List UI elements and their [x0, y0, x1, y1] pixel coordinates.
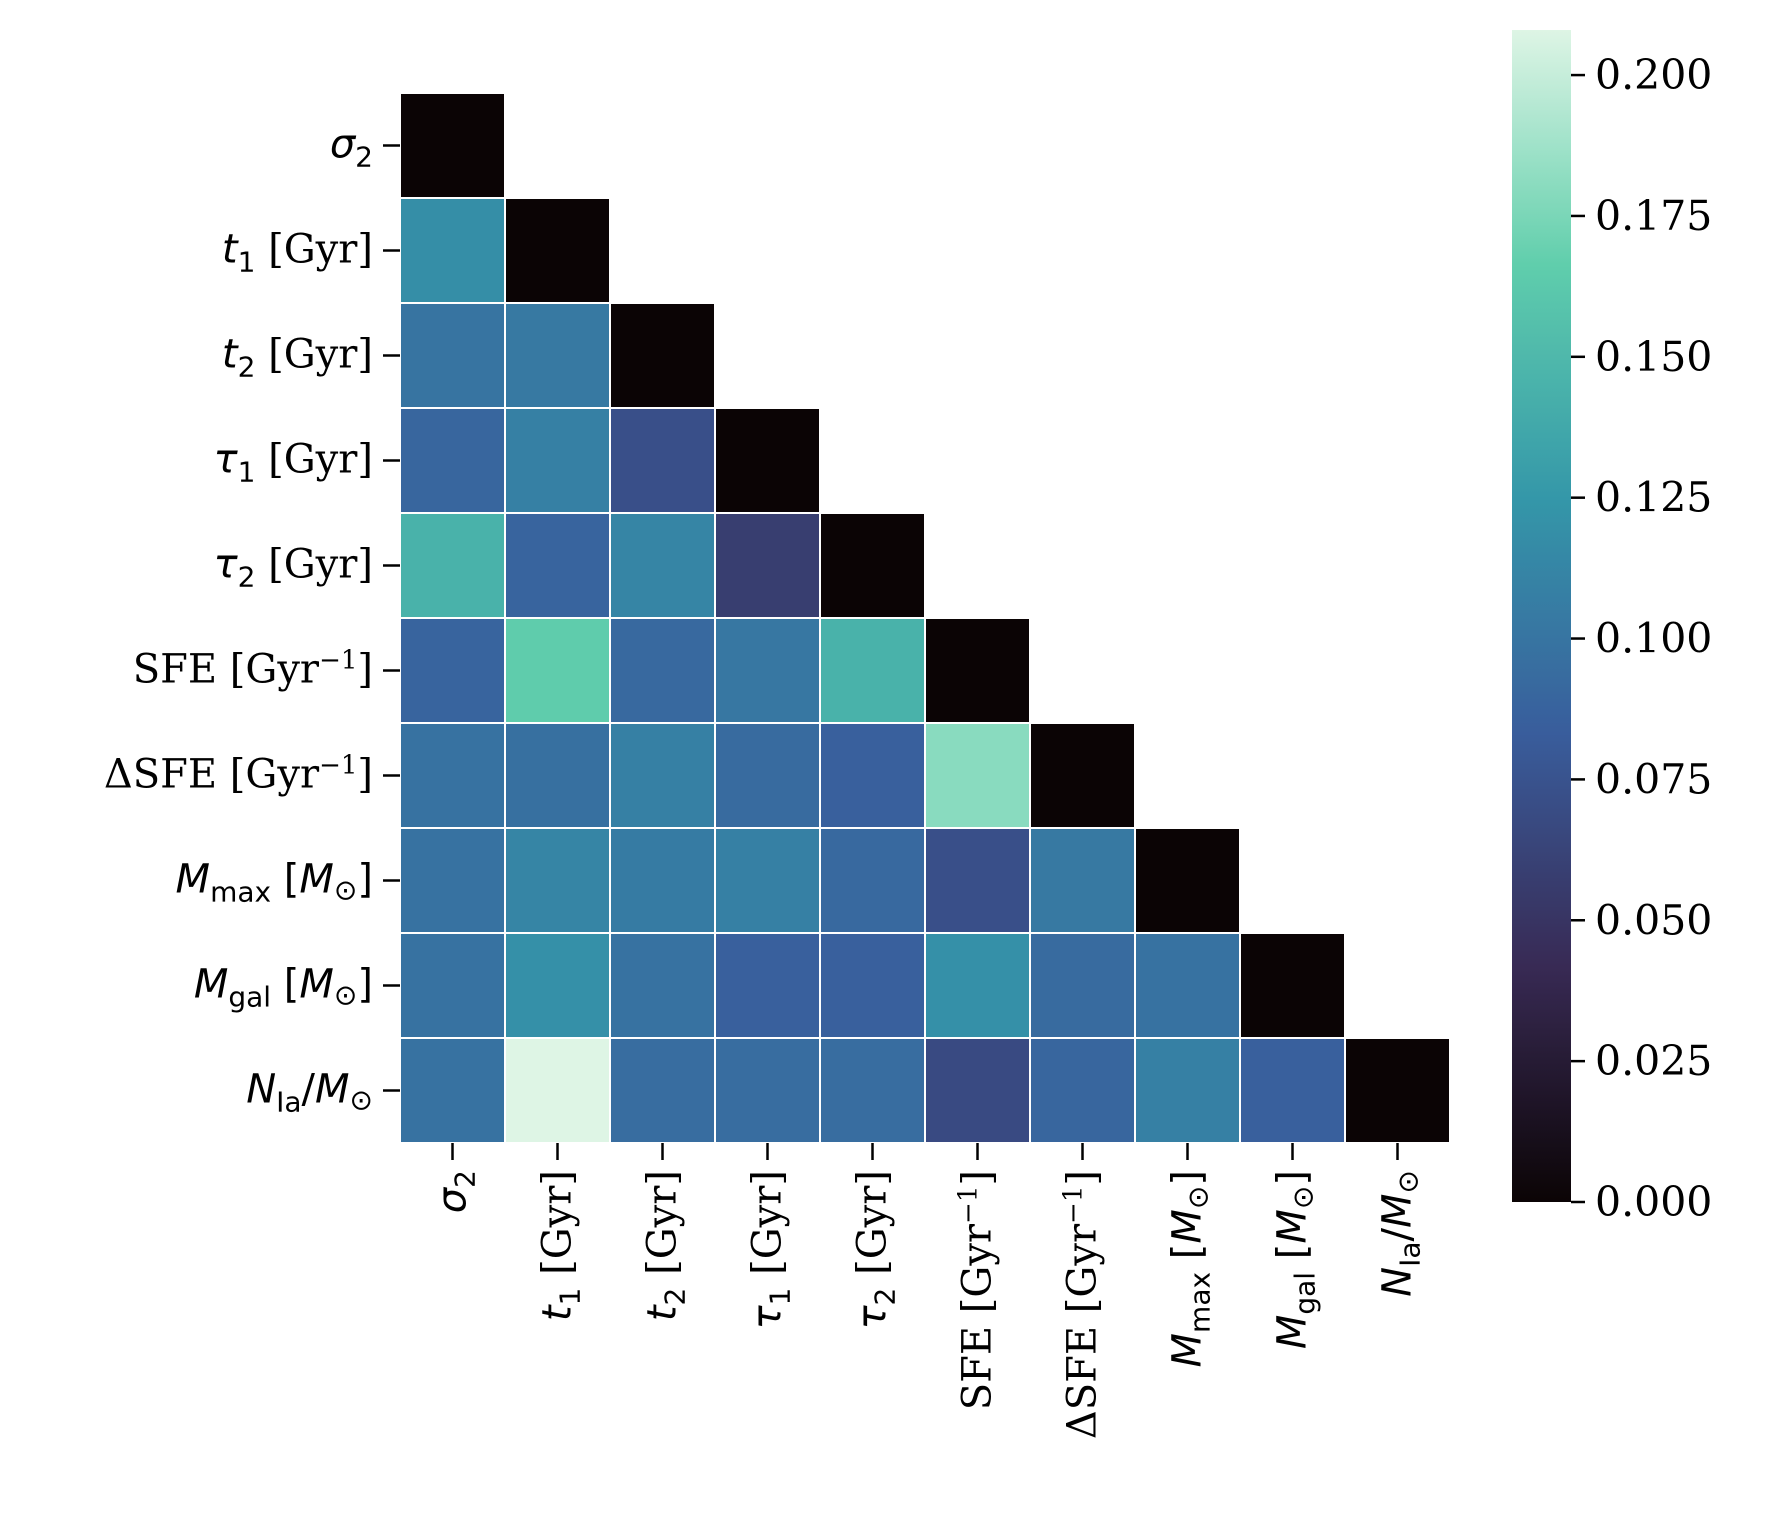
heatmap-cell-6-6 — [1029, 722, 1136, 829]
heatmap-cell-3-3 — [714, 407, 821, 514]
y-tick-label: Mgal [M⊙] — [194, 962, 373, 1014]
heatmap-cell-9-4 — [819, 1037, 926, 1144]
y-tick-label: Mmax [M⊙] — [176, 857, 373, 909]
heatmap-cell-7-4 — [819, 827, 926, 934]
heatmap-cell-8-8 — [1239, 932, 1346, 1039]
y-tick-label: NIa/M⊙ — [246, 1067, 373, 1119]
heatmap-cell-6-5 — [924, 722, 1031, 829]
heatmap-cell-4-3 — [714, 512, 821, 619]
heatmap-cell-9-0 — [399, 1037, 506, 1144]
heatmap-cell-4-1 — [504, 512, 611, 619]
heatmap-cell-8-3 — [714, 932, 821, 1039]
x-tick-label: SFE [Gyr−1] — [954, 1170, 1001, 1410]
heatmap-cell-9-7 — [1134, 1037, 1241, 1144]
y-tick-label: σ2 — [330, 122, 373, 174]
heatmap-cell-8-4 — [819, 932, 926, 1039]
heatmap-cell-6-2 — [609, 722, 716, 829]
heatmap-cell-8-6 — [1029, 932, 1136, 1039]
heatmap-cell-5-3 — [714, 617, 821, 724]
colorbar-tick-label: 0.075 — [1595, 755, 1712, 803]
heatmap-cell-5-4 — [819, 617, 926, 724]
colorbar-tick-label: 0.000 — [1595, 1178, 1712, 1226]
x-tick-label: τ2 [Gyr] — [850, 1170, 902, 1330]
heatmap-cell-0-0 — [399, 92, 506, 199]
x-tick-label: σ2 — [430, 1170, 482, 1213]
heatmap-cell-5-1 — [504, 617, 611, 724]
colorbar-tick-label: 0.175 — [1595, 192, 1712, 240]
heatmap-cell-5-5 — [924, 617, 1031, 724]
heatmap-cell-9-1 — [504, 1037, 611, 1144]
heatmap-cell-3-2 — [609, 407, 716, 514]
heatmap-cells — [399, 92, 1451, 1144]
y-tick-label: SFE [Gyr−1] — [133, 646, 373, 693]
heatmap-cell-7-7 — [1134, 827, 1241, 934]
colorbar-tick-label: 0.100 — [1595, 615, 1712, 663]
heatmap-cell-7-3 — [714, 827, 821, 934]
heatmap-cell-9-5 — [924, 1037, 1031, 1144]
heatmap-cell-6-3 — [714, 722, 821, 829]
x-axis: σ2 t1 [Gyr] t2 [Gyr] τ1 [Gyr] τ2 [Gyr] SFE [G… — [430, 1143, 1427, 1439]
colorbar-tick-label: 0.025 — [1595, 1037, 1712, 1085]
heatmap-cell-6-4 — [819, 722, 926, 829]
heatmap-cell-9-9 — [1344, 1037, 1451, 1144]
y-axis: σ2 t1 [Gyr] t2 [Gyr] τ1 [Gyr] τ2 [Gyr] SFE [G… — [104, 122, 400, 1119]
colorbar-gradient — [1512, 30, 1571, 1202]
heatmap-cell-4-2 — [609, 512, 716, 619]
x-tick-label: t2 [Gyr] — [640, 1170, 692, 1321]
heatmap-cell-9-3 — [714, 1037, 821, 1144]
y-tick-label: t1 [Gyr] — [222, 227, 373, 279]
y-tick-label: τ2 [Gyr] — [213, 542, 373, 594]
heatmap-cell-9-6 — [1029, 1037, 1136, 1144]
heatmap-cell-2-1 — [504, 302, 611, 409]
heatmap-cell-8-0 — [399, 932, 506, 1039]
x-tick-label: NIa/M⊙ — [1375, 1170, 1427, 1297]
heatmap-cell-7-0 — [399, 827, 506, 934]
heatmap-cell-8-2 — [609, 932, 716, 1039]
x-tick-label: Mmax [M⊙] — [1165, 1170, 1217, 1367]
heatmap-cell-2-2 — [609, 302, 716, 409]
y-tick-label: τ1 [Gyr] — [213, 437, 373, 489]
heatmap-cell-1-0 — [399, 197, 506, 304]
heatmap-cell-5-2 — [609, 617, 716, 724]
heatmap-cell-8-5 — [924, 932, 1031, 1039]
heatmap-cell-8-7 — [1134, 932, 1241, 1039]
heatmap-cell-4-0 — [399, 512, 506, 619]
x-tick-label: Mgal [M⊙] — [1270, 1170, 1322, 1349]
x-tick-label: t1 [Gyr] — [535, 1170, 587, 1321]
colorbar-tick-label: 0.150 — [1595, 333, 1712, 381]
heatmap-cell-5-0 — [399, 617, 506, 724]
colorbar: 0.000 0.025 0.050 0.075 0.100 0.125 0.150 0.175… — [1512, 30, 1712, 1226]
heatmap-cell-8-1 — [504, 932, 611, 1039]
heatmap-cell-6-1 — [504, 722, 611, 829]
heatmap-cell-7-2 — [609, 827, 716, 934]
heatmap-cell-3-0 — [399, 407, 506, 514]
heatmap-cell-7-5 — [924, 827, 1031, 934]
heatmap-cell-9-8 — [1239, 1037, 1346, 1144]
heatmap-cell-6-0 — [399, 722, 506, 829]
heatmap-cell-9-2 — [609, 1037, 716, 1144]
colorbar-tick-label: 0.050 — [1595, 896, 1712, 944]
heatmap-cell-4-4 — [819, 512, 926, 619]
heatmap-cell-3-1 — [504, 407, 611, 514]
colorbar-tick-label: 0.200 — [1595, 51, 1712, 99]
x-tick-label: τ1 [Gyr] — [745, 1170, 797, 1330]
x-tick-label: ΔSFE [Gyr−1] — [1059, 1170, 1106, 1439]
heatmap-cell-7-6 — [1029, 827, 1136, 934]
y-tick-label: ΔSFE [Gyr−1] — [104, 751, 373, 798]
heatmap-cell-7-1 — [504, 827, 611, 934]
heatmap-cell-2-0 — [399, 302, 506, 409]
y-tick-label: t2 [Gyr] — [222, 332, 373, 384]
heatmap-cell-1-1 — [504, 197, 611, 304]
colorbar-tick-label: 0.125 — [1595, 474, 1712, 522]
